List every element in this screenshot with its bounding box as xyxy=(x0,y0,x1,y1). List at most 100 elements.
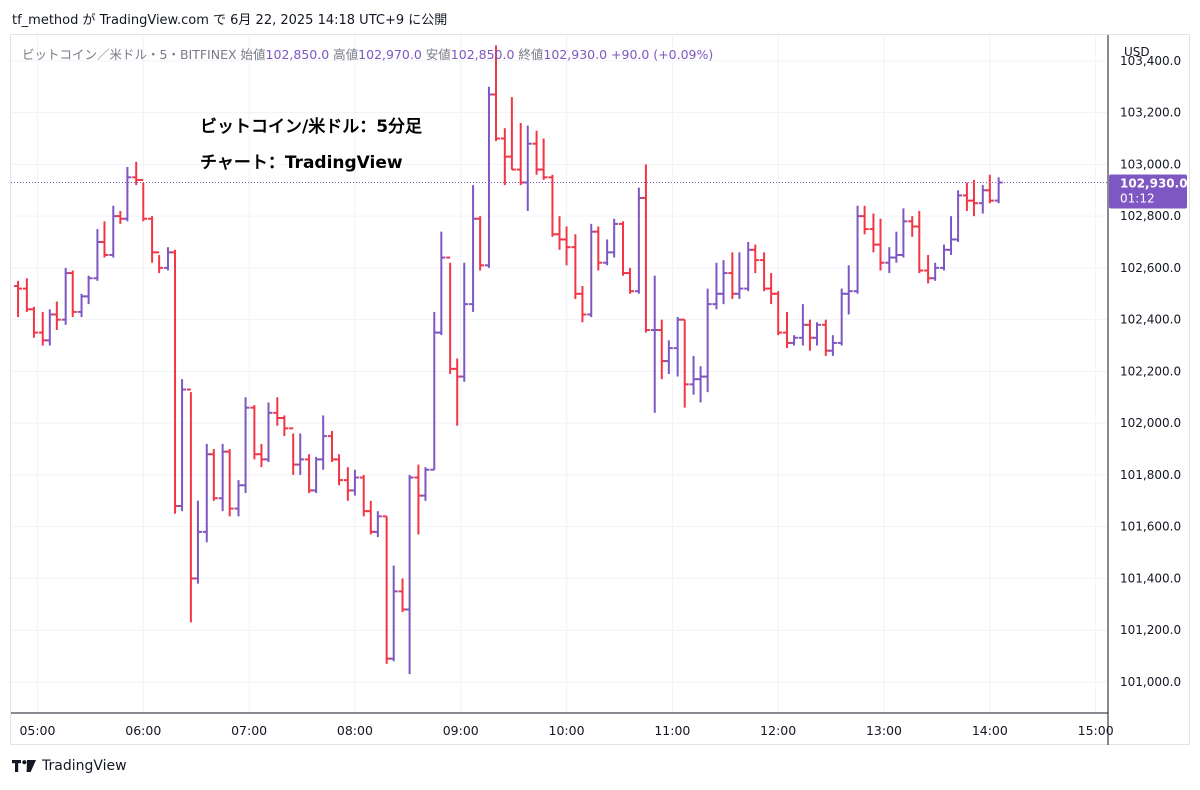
note-line-2: チャート：TradingView xyxy=(200,153,403,173)
ohlc-bar xyxy=(171,249,180,514)
price-tick-label: 101,000.0 xyxy=(1120,675,1181,689)
ohlc-bar xyxy=(492,45,501,142)
ohlc-bar xyxy=(899,208,908,258)
ohlc-bar xyxy=(978,185,987,214)
ohlc-bar xyxy=(437,231,446,336)
ohlc-bar xyxy=(657,319,666,380)
ohlc-bar xyxy=(202,443,211,543)
ohlc-bar xyxy=(343,467,352,501)
ohlc-bar xyxy=(148,216,157,263)
ohlc-bar xyxy=(962,182,971,211)
time-tick-label: 07:00 xyxy=(231,723,267,738)
ohlc-bar xyxy=(828,335,837,356)
ohlc-bar xyxy=(405,474,414,675)
low-value: 102,850.0 xyxy=(450,47,515,62)
ohlc-bar xyxy=(38,311,47,346)
brand-footer[interactable]: TradingView xyxy=(12,758,127,774)
ohlc-bar xyxy=(382,515,391,664)
ohlc-bar xyxy=(250,405,259,460)
ohlc-bar xyxy=(373,511,382,538)
ohlc-bar xyxy=(500,128,509,186)
ohlc-bar xyxy=(186,388,195,623)
price-tag-value: 102,930.0 xyxy=(1120,177,1188,191)
ohlc-bar xyxy=(389,565,398,662)
ohlc-bar xyxy=(22,278,31,312)
ohlc-bar xyxy=(45,309,54,346)
ohlc-bar xyxy=(892,231,901,263)
ohlc-bar xyxy=(908,216,917,237)
time-tick-label: 14:00 xyxy=(972,723,1008,738)
chart-frame[interactable] xyxy=(10,34,1190,745)
ohlc-bar xyxy=(931,262,940,281)
ohlc-bar xyxy=(93,229,102,281)
ohlc-bar xyxy=(844,265,853,315)
price-tick-label: 101,200.0 xyxy=(1120,623,1181,637)
ohlc-bar xyxy=(947,216,956,255)
ohlc-bar xyxy=(430,311,439,471)
ohlc-bar xyxy=(798,304,807,346)
price-tick-label: 102,400.0 xyxy=(1120,313,1181,327)
ohlc-bar xyxy=(860,205,869,235)
symbol-label: ビットコイン／米ドル・5・BITFINEX xyxy=(22,47,237,62)
tradingview-logo-icon xyxy=(12,760,36,772)
ohlc-bar xyxy=(398,578,407,613)
ohlc-bar xyxy=(634,187,643,294)
ohlc-bar xyxy=(484,86,493,268)
high-value: 102,970.0 xyxy=(358,47,422,62)
publish-caption: tf_method が TradingView.com で 6月 22, 202… xyxy=(12,13,448,28)
ohlc-bar xyxy=(712,262,721,310)
ohlc-bar xyxy=(985,174,994,204)
ohlc-bar xyxy=(163,247,172,271)
time-tick-label: 13:00 xyxy=(866,723,902,738)
ohlc-legend: ビットコイン／米ドル・5・BITFINEX 始値102,850.0 高値102,… xyxy=(22,44,713,63)
ohlc-bar xyxy=(100,221,109,258)
ohlc-bar xyxy=(735,252,744,299)
time-tick-label: 09:00 xyxy=(443,723,479,738)
ohlc-bar xyxy=(139,178,148,222)
ohlc-bar xyxy=(578,286,587,323)
ohlc-bar xyxy=(84,275,93,305)
ohlc-bar xyxy=(476,216,485,271)
ohlc-bar xyxy=(421,467,430,501)
ohlc-bar xyxy=(821,319,830,356)
ohlc-bar xyxy=(837,288,846,346)
ohlc-bar xyxy=(790,335,799,346)
ohlc-bar xyxy=(225,449,234,517)
ohlc-bar xyxy=(350,469,359,496)
ohlc-bar xyxy=(783,311,792,349)
ohlc-bar xyxy=(876,218,885,271)
time-tick-label: 08:00 xyxy=(337,723,373,738)
currency-button[interactable]: USD xyxy=(1124,45,1150,59)
open-label: 始値 xyxy=(240,47,266,62)
ohlc-bar xyxy=(359,474,368,517)
ohlc-bar xyxy=(61,267,70,325)
ohlc-bar xyxy=(751,244,760,274)
ohlc-bar xyxy=(218,443,227,512)
ohlc-bar xyxy=(52,301,61,331)
chart-note: ビットコイン/米ドル：5分足 チャート：TradingView xyxy=(200,109,422,181)
ohlc-bar xyxy=(689,355,698,395)
ohlc-bar xyxy=(523,125,532,211)
close-label: 終値 xyxy=(518,47,544,62)
time-tick-label: 15:00 xyxy=(1078,723,1114,738)
close-value: 102,930.0 xyxy=(543,47,608,62)
ohlc-bar xyxy=(812,322,821,346)
ohlc-bar xyxy=(516,122,525,186)
low-label: 安値 xyxy=(425,47,451,62)
ohlc-bar xyxy=(939,244,948,271)
ohlc-bar xyxy=(915,210,924,274)
ohlc-bar xyxy=(507,97,516,171)
ohlc-bar xyxy=(924,254,933,284)
ohlc-bar xyxy=(178,379,187,512)
price-tick-label: 102,600.0 xyxy=(1120,261,1181,275)
ohlc-bar xyxy=(132,161,141,186)
ohlc-bar xyxy=(728,252,737,299)
ohlc-bar xyxy=(869,213,878,253)
ohlc-bar xyxy=(805,319,814,351)
ohlc-bar xyxy=(555,216,564,250)
ohlc-bar xyxy=(109,205,118,258)
brand-name: TradingView xyxy=(42,758,127,774)
ohlc-bar xyxy=(241,397,250,494)
ohlc-bar xyxy=(994,177,1003,204)
